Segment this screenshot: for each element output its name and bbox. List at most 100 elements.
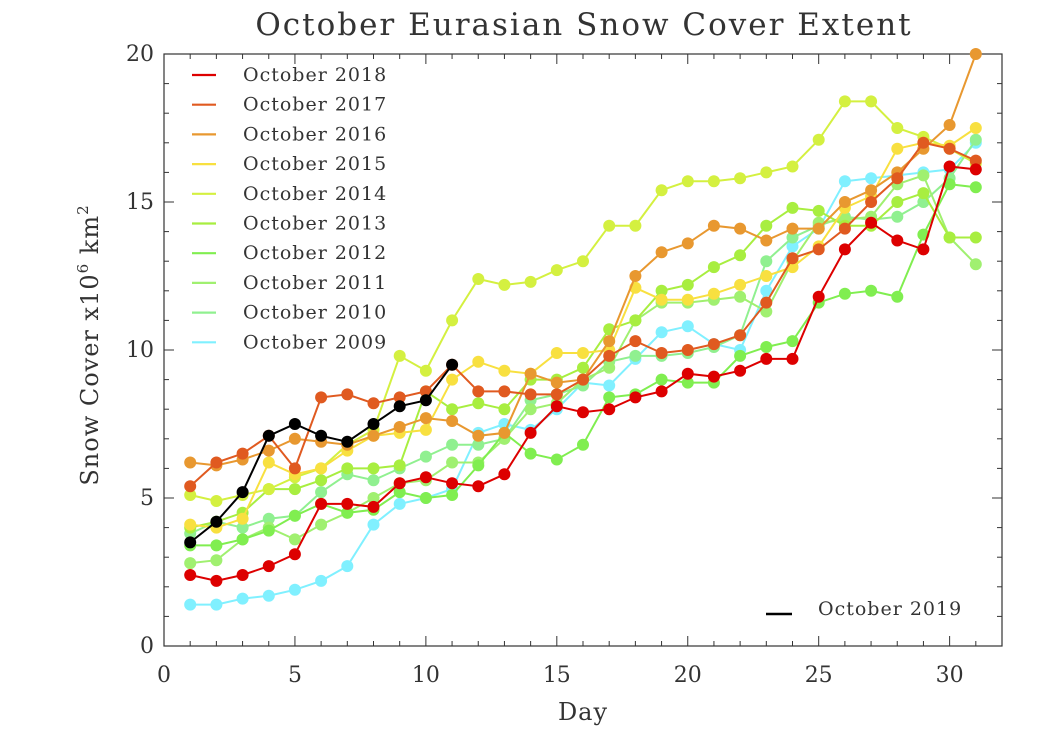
data-point-october-2012 xyxy=(446,489,459,501)
data-point-october-2013 xyxy=(707,261,720,274)
legend-item: October 2010 xyxy=(192,302,387,324)
x-tick-labels: 0 5 10 15 20 25 30 xyxy=(157,663,964,688)
legend: October 2018 October 2017 October 2016 Octo… xyxy=(192,64,962,620)
data-point-october-2011 xyxy=(969,258,982,271)
data-point-october-2016 xyxy=(865,184,878,197)
legend-item: October 2015 xyxy=(192,153,387,175)
legend-label: October 2019 xyxy=(818,598,962,620)
data-point-october-2013 xyxy=(969,231,982,244)
data-point-october-2012 xyxy=(655,373,668,386)
data-point-october-2017 xyxy=(655,347,668,359)
data-point-october-2017 xyxy=(838,222,851,235)
y-tick-label: 5 xyxy=(140,486,154,511)
data-point-october-2016 xyxy=(446,415,459,427)
data-point-october-2018 xyxy=(629,391,642,404)
y-axis-title: Snow Cover x106 km2 xyxy=(74,204,104,485)
data-point-october-2009 xyxy=(760,284,773,297)
data-point-october-2018 xyxy=(236,569,249,581)
data-point-october-2009 xyxy=(288,583,301,596)
data-point-october-2010 xyxy=(629,349,642,362)
data-point-october-2015 xyxy=(707,287,720,300)
data-point-october-2015 xyxy=(969,122,982,134)
data-point-october-2016 xyxy=(472,429,485,442)
data-point-october-2018 xyxy=(419,471,432,484)
data-point-october-2009 xyxy=(367,518,380,531)
data-point-october-2018 xyxy=(393,477,406,490)
data-point-october-2018 xyxy=(288,548,301,561)
x-tick-label: 25 xyxy=(805,663,833,688)
data-point-october-2018 xyxy=(865,216,878,229)
x-axis-title: Day xyxy=(558,698,608,726)
y-tick-label: 10 xyxy=(126,338,154,363)
data-point-october-2014 xyxy=(419,364,432,377)
data-point-october-2018 xyxy=(917,243,930,256)
data-point-october-2015 xyxy=(760,270,773,282)
legend-item: October 2012 xyxy=(192,242,386,264)
data-point-october-2012 xyxy=(760,341,773,353)
data-point-october-2013 xyxy=(760,219,773,232)
data-point-october-2013 xyxy=(288,483,301,496)
data-point-october-2019 xyxy=(262,429,275,442)
data-point-october-2018 xyxy=(315,497,328,510)
y-axis-title-exp2: 2 xyxy=(74,204,92,215)
data-point-october-2015 xyxy=(315,462,328,475)
legend-item-secondary: October 2019 xyxy=(766,598,962,620)
data-point-october-2014 xyxy=(472,273,485,285)
data-point-october-2012 xyxy=(603,391,616,404)
data-point-october-2017 xyxy=(603,349,616,362)
y-tick-label: 20 xyxy=(126,42,154,67)
data-point-october-2014 xyxy=(707,175,720,188)
data-point-october-2012 xyxy=(262,524,275,537)
legend-item: October 2013 xyxy=(192,213,387,235)
legend-label: October 2014 xyxy=(243,183,387,205)
data-point-october-2014 xyxy=(812,133,825,146)
data-point-october-2010 xyxy=(367,474,380,487)
data-point-october-2014 xyxy=(655,184,668,197)
data-point-october-2012 xyxy=(393,486,406,499)
data-point-october-2017 xyxy=(210,456,223,469)
data-point-october-2017 xyxy=(786,252,799,265)
data-point-october-2019 xyxy=(367,418,380,430)
data-point-october-2009 xyxy=(681,320,694,333)
legend-item: October 2014 xyxy=(192,183,387,205)
data-point-october-2015 xyxy=(184,518,197,531)
legend-label: October 2013 xyxy=(243,213,387,235)
data-point-october-2018 xyxy=(812,290,825,303)
y-tick-label: 0 xyxy=(140,634,154,659)
legend-label: October 2016 xyxy=(243,123,387,145)
data-point-october-2018 xyxy=(943,160,956,173)
data-point-october-2012 xyxy=(786,335,799,348)
data-point-october-2017 xyxy=(891,172,904,185)
data-point-october-2013 xyxy=(367,462,380,475)
data-point-october-2012 xyxy=(943,178,956,191)
data-point-october-2017 xyxy=(865,196,878,208)
legend-item: October 2009 xyxy=(192,331,386,353)
data-point-october-2009 xyxy=(865,172,878,185)
data-point-october-2018 xyxy=(891,234,904,247)
data-point-october-2011 xyxy=(760,305,773,318)
y-axis-title-mid: km xyxy=(76,215,104,263)
data-point-october-2016 xyxy=(812,222,825,235)
data-point-october-2017 xyxy=(524,388,537,401)
data-point-october-2014 xyxy=(184,489,197,501)
y-tick-labels: 0 5 10 15 20 xyxy=(126,42,154,659)
data-point-october-2017 xyxy=(236,447,249,460)
data-point-october-2018 xyxy=(734,364,747,377)
legend-label: October 2015 xyxy=(243,153,387,175)
data-point-october-2019 xyxy=(184,536,197,549)
legend-label: October 2010 xyxy=(243,302,387,324)
data-point-october-2009 xyxy=(838,175,851,188)
y-tick-label: 15 xyxy=(126,190,154,215)
data-point-october-2013 xyxy=(734,249,747,262)
x-tick-label: 30 xyxy=(936,663,964,688)
data-point-october-2016 xyxy=(734,222,747,235)
data-point-october-2017 xyxy=(341,388,354,401)
data-point-october-2011 xyxy=(288,533,301,546)
data-point-october-2010 xyxy=(262,512,275,525)
data-point-october-2016 xyxy=(419,412,432,425)
data-point-october-2018 xyxy=(184,569,197,581)
data-point-october-2012 xyxy=(577,438,589,451)
data-point-october-2017 xyxy=(498,385,511,398)
